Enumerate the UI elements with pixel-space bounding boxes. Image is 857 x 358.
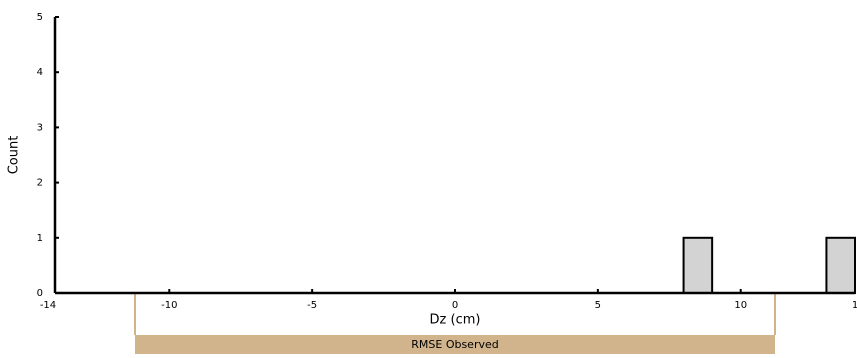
x-axis-label: Dz (cm) (430, 313, 481, 328)
rmse-band (135, 335, 775, 354)
y-tick-label: 4 (37, 67, 43, 78)
y-tick-label: 5 (37, 12, 43, 23)
x-tick-label: 0 (452, 300, 458, 311)
rmse-label: RMSE Observed (411, 338, 498, 351)
x-tick-label: 5 (595, 300, 601, 311)
y-tick-label: 2 (37, 178, 43, 189)
x-tick-label: 1 (852, 300, 857, 311)
x-tick-label: -14 (40, 300, 56, 311)
y-tick-label: 0 (37, 288, 43, 299)
bar (825, 236, 857, 295)
x-tick-label: -10 (161, 300, 177, 311)
x-tick-label: 10 (734, 300, 747, 311)
bar (682, 236, 714, 295)
y-tick-label: 1 (37, 233, 43, 244)
x-tick-label: -5 (307, 300, 317, 311)
y-axis-label: Count (7, 136, 22, 175)
y-tick-label: 3 (37, 122, 43, 133)
